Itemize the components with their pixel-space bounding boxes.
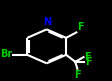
Text: F: F (85, 57, 91, 67)
Text: F: F (77, 22, 83, 32)
Text: N: N (42, 17, 50, 27)
Text: F: F (84, 52, 90, 62)
Text: F: F (73, 69, 80, 80)
Text: Br: Br (0, 49, 12, 59)
